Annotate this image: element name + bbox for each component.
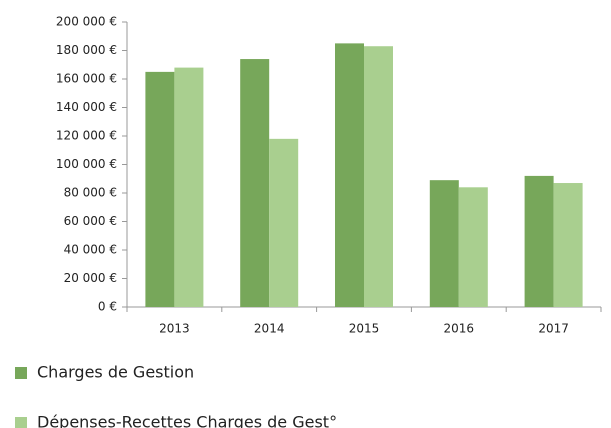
legend-label: Charges de Gestion (37, 363, 194, 382)
bar (145, 71, 175, 307)
y-tick-label: 100 000 € (56, 157, 117, 171)
legend-swatch (15, 367, 27, 379)
x-tick-label: 2014 (254, 322, 285, 336)
y-tick-label: 60 000 € (64, 214, 117, 228)
bar (524, 175, 554, 307)
bar (553, 183, 583, 307)
legend-swatch (15, 417, 27, 428)
legend-label: Dépenses-Recettes Charges de Gest° (37, 413, 337, 428)
bar (174, 67, 204, 307)
y-tick-label: 20 000 € (64, 271, 117, 285)
bar (269, 138, 299, 307)
y-tick-label: 200 000 € (56, 15, 117, 29)
bar (335, 43, 364, 307)
bar (429, 180, 459, 307)
y-tick-label: 120 000 € (56, 129, 117, 143)
y-tick-label: 0 € (98, 300, 117, 314)
bar (364, 46, 393, 307)
y-tick-label: 180 000 € (56, 43, 117, 57)
y-tick-label: 160 000 € (56, 72, 117, 86)
y-tick-label: 40 000 € (64, 243, 117, 257)
x-tick-label: 2017 (538, 322, 569, 336)
x-tick-label: 2016 (444, 322, 475, 336)
y-tick-label: 80 000 € (64, 186, 117, 200)
x-tick-label: 2013 (159, 322, 190, 336)
bar (458, 187, 488, 307)
x-tick-label: 2015 (349, 322, 380, 336)
bar (240, 59, 270, 307)
y-tick-label: 140 000 € (56, 100, 117, 114)
